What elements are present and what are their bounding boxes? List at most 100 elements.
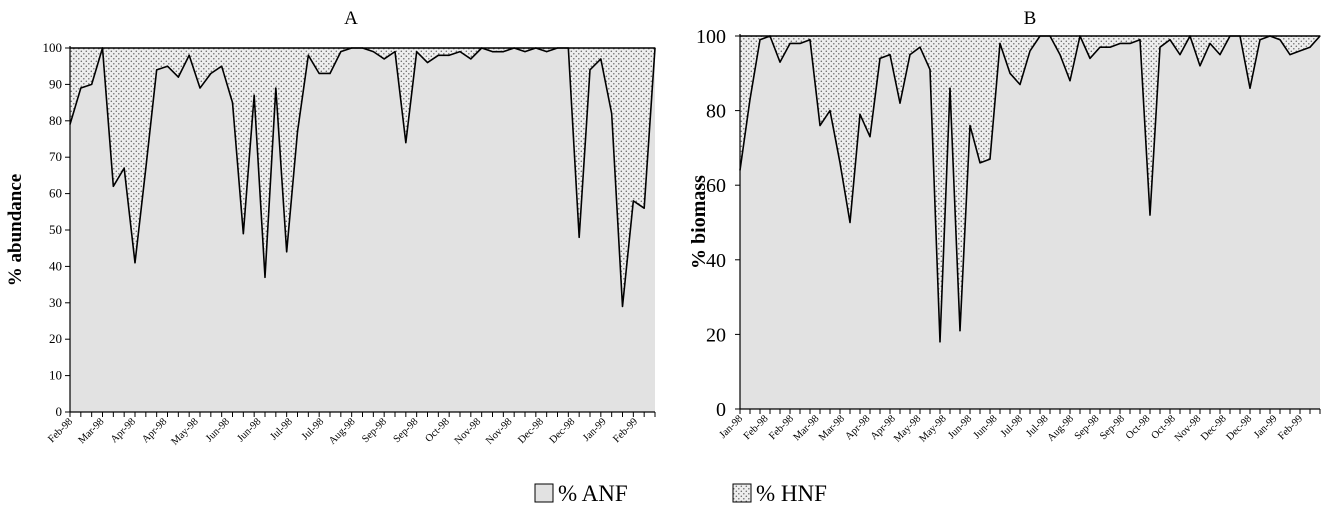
panel-b-point <box>1019 83 1021 86</box>
panel-b-x-tick-label: Feb-98 <box>742 413 771 442</box>
panel-b: B % biomass 020406080100Jan-98Feb-98Feb-… <box>688 8 1321 445</box>
panel-a-point <box>307 54 309 56</box>
panel-b-y-tick-label: 100 <box>696 26 726 48</box>
panel-a-x-tick-label: Jul-98 <box>268 416 294 442</box>
legend-anf-label: % ANF <box>558 481 628 506</box>
panel-b-point <box>759 39 761 41</box>
panel-b-point <box>809 39 811 41</box>
legend-hnf-swatch <box>732 483 752 503</box>
panel-a-point <box>80 87 82 89</box>
panel-b-point <box>1059 54 1061 56</box>
panel-a-y-tick-label: 0 <box>56 404 63 419</box>
panel-a-x-tick-label: Sep-98 <box>360 416 389 445</box>
panel-a-point <box>502 51 504 53</box>
panel-b-title: B <box>1024 8 1037 29</box>
panel-b-point <box>1089 57 1091 59</box>
panel-a-point <box>264 276 266 278</box>
panel-b-point <box>1149 214 1151 216</box>
panel-a-point <box>600 58 602 60</box>
panel-a-x-tick-label: Dec-98 <box>516 416 546 446</box>
panel-b-point <box>1129 42 1131 45</box>
panel-a-point <box>535 47 537 49</box>
panel-a-point <box>654 47 656 49</box>
panel-b-y-tick-label: 60 <box>706 175 726 197</box>
panel-b-point <box>889 54 891 56</box>
panel-a-point <box>481 47 483 49</box>
panel-b-point <box>959 330 961 332</box>
panel-b-y-tick-label: 20 <box>706 324 726 346</box>
panel-a-y-tick-label: 80 <box>49 113 62 128</box>
panel-b-x-tick-label: Jul-98 <box>999 413 1025 439</box>
panel-a-point <box>351 47 353 49</box>
panel-a-point <box>567 47 569 49</box>
panel-b-anf-area <box>740 36 1320 409</box>
panel-a-point <box>177 76 179 78</box>
panel-a-x-tick-label: Dec-98 <box>548 416 578 446</box>
panel-b-x-tick-label: Sep-98 <box>1098 413 1127 442</box>
panel-b-x-tick-label: May-98 <box>892 413 923 444</box>
panel-a-point <box>166 65 169 67</box>
panel-b-point <box>819 124 821 127</box>
panel-a-x-tick-label: Nov-98 <box>484 416 514 446</box>
panel-a-point <box>491 51 494 53</box>
panel-a-point <box>210 72 212 75</box>
panel-b-point <box>1199 65 1201 67</box>
panel-a-point <box>318 72 320 75</box>
panel-b-point <box>979 162 981 164</box>
panel-a-point <box>361 47 364 49</box>
panel-b-point <box>1259 39 1261 41</box>
panel-b-point <box>799 42 801 45</box>
panel-a-x-tick-label: Aug-98 <box>327 416 357 446</box>
panel-a-point <box>556 47 559 49</box>
panel-b-point <box>1079 35 1081 37</box>
panel-a-y-tick-label: 70 <box>49 149 62 164</box>
panel-a-point <box>242 233 244 235</box>
panel-a-point <box>275 87 277 89</box>
panel-a-x-tick-label: Oct-98 <box>423 416 451 444</box>
panel-a-point <box>134 262 136 264</box>
panel-b-point <box>1099 46 1101 48</box>
panel-b-point <box>1169 39 1171 41</box>
panel-b-point <box>1109 46 1111 48</box>
panel-b-x-tick-label: Dec-98 <box>1225 413 1255 443</box>
panel-a-y-axis-label: % abundance <box>5 174 26 286</box>
panel-b-point <box>1319 35 1321 37</box>
panel-a-x-tick-label: May-98 <box>169 416 200 447</box>
panel-a-point <box>546 51 548 53</box>
panel-b-point <box>1289 54 1291 56</box>
panel-b-point <box>849 221 851 224</box>
panel-a-point <box>145 167 147 169</box>
panel-b-point <box>1309 46 1311 48</box>
panel-a-point <box>91 83 93 85</box>
panel-b-point <box>989 158 991 160</box>
panel-a-point <box>383 58 385 60</box>
panel-a-y-tick-label: 60 <box>49 186 62 201</box>
panel-a-title: A <box>344 8 358 29</box>
panel-b-point <box>829 110 831 112</box>
panel-a-point <box>101 47 104 49</box>
panel-a: A % abundance 0 10 20 30 40 50 60 70 80 90 100 Feb-… <box>5 8 656 448</box>
panel-b-x-tick-label: Mar-98 <box>792 413 822 443</box>
legend-anf-swatch <box>534 483 554 503</box>
panel-b-y-tick-label: 80 <box>706 101 726 123</box>
panel-a-point <box>231 102 234 104</box>
panel-a-x-tick-label: Jul-98 <box>300 416 326 442</box>
panel-b-x-tick-label: Mar-98 <box>817 413 847 443</box>
panel-a-point <box>611 112 613 115</box>
panel-a-x-tick-label: Mar-98 <box>77 416 107 446</box>
panel-a-point <box>329 72 331 75</box>
panel-a-x-tick-label: Sep-98 <box>392 416 421 445</box>
panel-a-point <box>416 51 418 53</box>
panel-a-point <box>188 54 190 56</box>
panel-b-point <box>919 46 921 48</box>
panel-b-point <box>899 102 901 104</box>
panel-b-point <box>1269 35 1271 37</box>
panel-a-y-tick-label: 30 <box>49 295 62 310</box>
panel-b-y-tick-label: 40 <box>706 250 726 272</box>
panel-b-point <box>939 341 941 343</box>
panel-b-point <box>1069 80 1071 82</box>
panel-b-point <box>1049 35 1051 37</box>
panel-b-point <box>749 98 751 101</box>
panel-a-point <box>340 51 342 53</box>
panel-a-point <box>578 236 580 238</box>
